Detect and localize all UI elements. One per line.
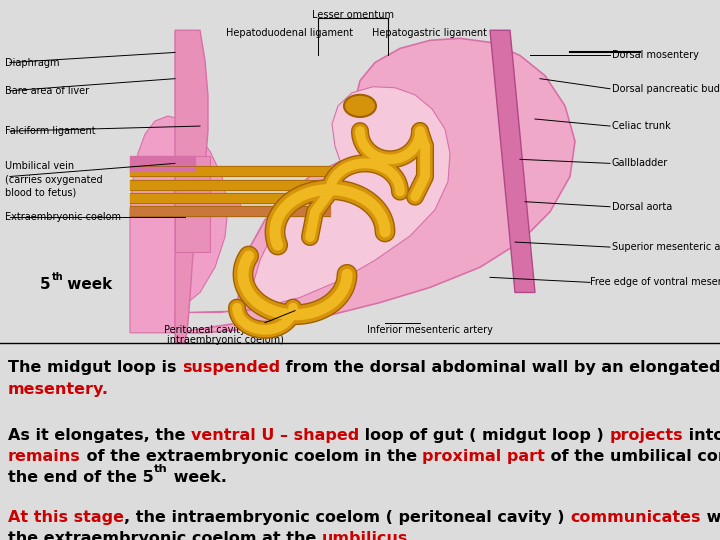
- Text: of the extraembryonic coelom in the: of the extraembryonic coelom in the: [81, 449, 423, 464]
- Text: Diaphragm: Diaphragm: [5, 58, 60, 68]
- Text: , the intraembryonic coelom ( peritoneal cavity ): , the intraembryonic coelom ( peritoneal…: [124, 510, 570, 525]
- Text: ventral U – shaped: ventral U – shaped: [191, 428, 359, 443]
- Text: Dorsal pancreatic bud: Dorsal pancreatic bud: [612, 84, 720, 94]
- Text: The midgut loop is: The midgut loop is: [8, 360, 182, 375]
- Text: the extraembryonic coelom at the: the extraembryonic coelom at the: [8, 531, 322, 540]
- Text: Dorsal mosentery: Dorsal mosentery: [612, 50, 699, 60]
- Text: Hepatoduodenal ligament: Hepatoduodenal ligament: [226, 28, 354, 38]
- Text: th: th: [52, 272, 63, 282]
- Polygon shape: [175, 156, 240, 252]
- Text: remains: remains: [8, 449, 81, 464]
- Text: Peritoneal cavity (former: Peritoneal cavity (former: [164, 325, 286, 335]
- Text: Celiac trunk: Celiac trunk: [612, 121, 671, 131]
- Text: At this stage: At this stage: [8, 510, 124, 525]
- Text: from the dorsal abdominal wall by an elongated: from the dorsal abdominal wall by an elo…: [280, 360, 720, 375]
- Polygon shape: [130, 116, 228, 333]
- Text: Gallbladder: Gallbladder: [612, 158, 668, 168]
- Text: th: th: [154, 464, 168, 474]
- Polygon shape: [490, 30, 535, 293]
- Text: Dorsal aorta: Dorsal aorta: [612, 202, 672, 212]
- Polygon shape: [175, 30, 208, 343]
- Text: Free edge of vontral mesentery: Free edge of vontral mesentery: [590, 278, 720, 287]
- Text: proximal part: proximal part: [423, 449, 545, 464]
- Polygon shape: [175, 38, 575, 333]
- Text: mesentery.: mesentery.: [8, 382, 109, 397]
- Text: into the: into the: [683, 428, 720, 443]
- Text: Lesser omentum: Lesser omentum: [312, 10, 394, 20]
- Text: Superior mesenteric artery: Superior mesenteric artery: [612, 242, 720, 252]
- Text: week: week: [62, 277, 112, 292]
- Text: Extraembryonic coelom: Extraembryonic coelom: [5, 212, 121, 222]
- Text: intraembryonic coelom): intraembryonic coelom): [166, 335, 284, 345]
- Text: Inferior mesenteric artery: Inferior mesenteric artery: [367, 325, 493, 335]
- Text: blood to fetus): blood to fetus): [5, 187, 76, 198]
- Text: umbilicus.: umbilicus.: [322, 531, 415, 540]
- Text: Hepatogastric ligament: Hepatogastric ligament: [372, 28, 487, 38]
- Text: projects: projects: [610, 428, 683, 443]
- Text: 5: 5: [40, 277, 50, 292]
- Text: loop of gut ( midgut loop ): loop of gut ( midgut loop ): [359, 428, 610, 443]
- Text: with: with: [701, 510, 720, 525]
- Text: the end of the 5: the end of the 5: [8, 470, 154, 485]
- Text: As it elongates, the: As it elongates, the: [8, 428, 191, 443]
- Text: (carries oxygenated: (carries oxygenated: [5, 174, 103, 185]
- Text: Umbilical vein: Umbilical vein: [5, 161, 74, 171]
- Text: suspended: suspended: [182, 360, 280, 375]
- Polygon shape: [175, 87, 450, 313]
- Text: communicates: communicates: [570, 510, 701, 525]
- Text: Falciform ligament: Falciform ligament: [5, 126, 96, 136]
- Text: week.: week.: [168, 470, 226, 485]
- Text: Bare area of liver: Bare area of liver: [5, 86, 89, 96]
- Ellipse shape: [344, 95, 376, 117]
- Text: of the umbilical cord at: of the umbilical cord at: [545, 449, 720, 464]
